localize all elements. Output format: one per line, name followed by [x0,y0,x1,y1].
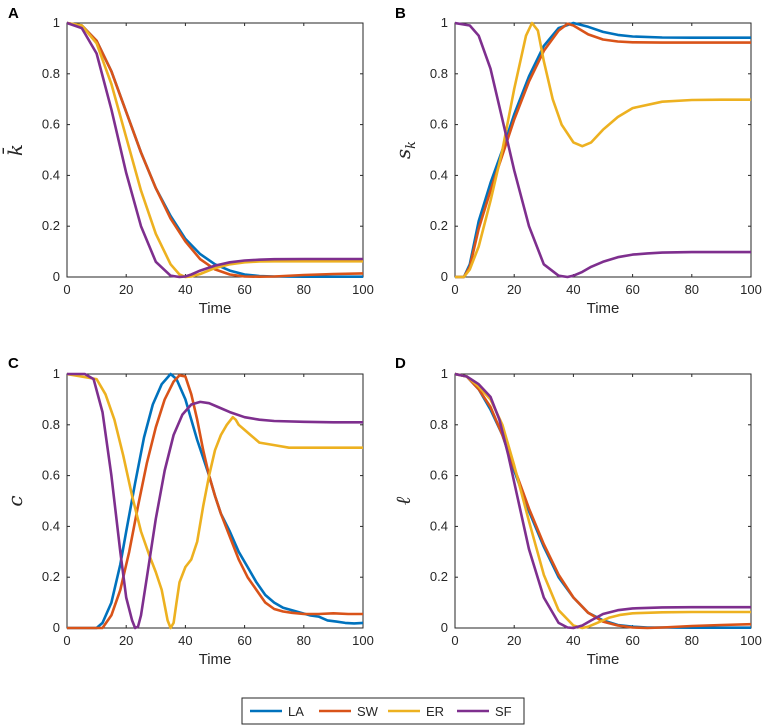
x-tick-label: 20 [119,282,133,297]
x-tick-label: 60 [625,282,639,297]
x-tick-label: 100 [740,282,762,297]
legend-label-ER: ER [426,704,444,719]
axes-box [454,22,752,278]
y-tick-label: 0 [441,269,448,284]
panel-label: D [395,355,406,372]
y-tick-label: 0.6 [430,468,448,483]
x-tick-label: 40 [566,282,580,297]
x-axis-label: Time [199,300,232,317]
axes-box [454,373,752,629]
panel-D: D 0 20 40 60 80 100 0 0.2 0.4 0.6 0.8 1 Time ℓ [391,355,762,668]
y-tick-label: 0.4 [42,518,60,533]
series-line-SF [67,21,363,279]
y-tick-label: 1 [441,15,448,30]
x-tick-label: 20 [119,633,133,648]
x-tick-label: 0 [63,633,70,648]
x-tick-label: 0 [63,282,70,297]
y-tick-label: 0.2 [430,569,448,584]
x-tick-label: 60 [625,633,639,648]
panel-label: A [8,5,19,22]
x-tick-label: 80 [297,282,311,297]
y-tick-label: 0 [53,269,60,284]
legend-label-LA: LA [288,704,304,719]
y-tick-label: 0.8 [430,417,448,432]
series-line-ER [67,372,363,630]
series-line-SF [455,372,751,630]
y-tick-label: 0.6 [42,468,60,483]
y-tick-label: 0.6 [42,117,60,132]
legend-label-SF: SF [495,704,512,719]
series-line-SF [67,372,363,630]
y-tick-label: 0.2 [430,218,448,233]
y-tick-label: 0.8 [42,417,60,432]
x-tick-label: 80 [297,633,311,648]
y-axis-label: k̄ [2,144,27,156]
panel-label: B [395,5,406,22]
x-tick-label: 20 [507,633,521,648]
series-line-ER [455,21,751,279]
y-tick-label: 1 [441,366,448,381]
x-tick-label: 100 [740,633,762,648]
x-tick-label: 80 [685,633,699,648]
panel-label: C [8,355,19,372]
series-group [67,372,363,630]
y-tick-label: 0.8 [430,66,448,81]
series-line-SF [455,21,751,279]
series-line-LA [455,21,751,279]
x-tick-label: 0 [451,633,458,648]
x-tick-label: 0 [451,282,458,297]
x-axis-label: Time [199,651,232,668]
y-tick-label: 0.4 [42,167,60,182]
y-tick-label: 0.2 [42,569,60,584]
axes-box [66,22,364,278]
x-tick-label: 40 [178,633,192,648]
y-tick-label: 0 [53,620,60,635]
panel-B: B 0 20 40 60 80 100 0 0.2 0.4 0.6 0.8 1 Time sk [391,5,762,317]
x-tick-label: 60 [237,633,251,648]
series-group [455,372,751,630]
y-tick-label: 0.4 [430,167,448,182]
x-tick-label: 60 [237,282,251,297]
panel-C: C 0 20 40 60 80 100 0 0.2 0.4 0.6 0.8 1 Time c [3,355,374,668]
y-tick-label: 1 [53,15,60,30]
series-group [67,21,363,279]
series-line-SW [67,21,363,279]
x-tick-label: 20 [507,282,521,297]
y-axis-label: sk [391,141,419,159]
series-line-SW [455,372,751,630]
series-group [455,21,751,279]
x-axis-label: Time [587,300,620,317]
y-axis-label: ℓ [391,496,415,505]
y-tick-label: 0.8 [42,66,60,81]
x-tick-label: 40 [566,633,580,648]
y-tick-label: 0.2 [42,218,60,233]
x-tick-label: 80 [685,282,699,297]
x-tick-label: 100 [352,282,374,297]
y-tick-label: 0.4 [430,518,448,533]
y-tick-label: 0.6 [430,117,448,132]
y-tick-label: 0 [441,620,448,635]
y-axis-label: c [3,495,27,506]
legend-label-SW: SW [357,704,379,719]
legend: LA SW ER SF [241,697,525,725]
x-axis-label: Time [587,651,620,668]
x-tick-label: 100 [352,633,374,648]
y-tick-label: 1 [53,366,60,381]
series-line-SW [455,22,751,279]
panel-A: A 0 20 40 60 80 100 0 0.2 0.4 0.6 0.8 1 Time k̄ [2,5,374,317]
x-tick-label: 40 [178,282,192,297]
